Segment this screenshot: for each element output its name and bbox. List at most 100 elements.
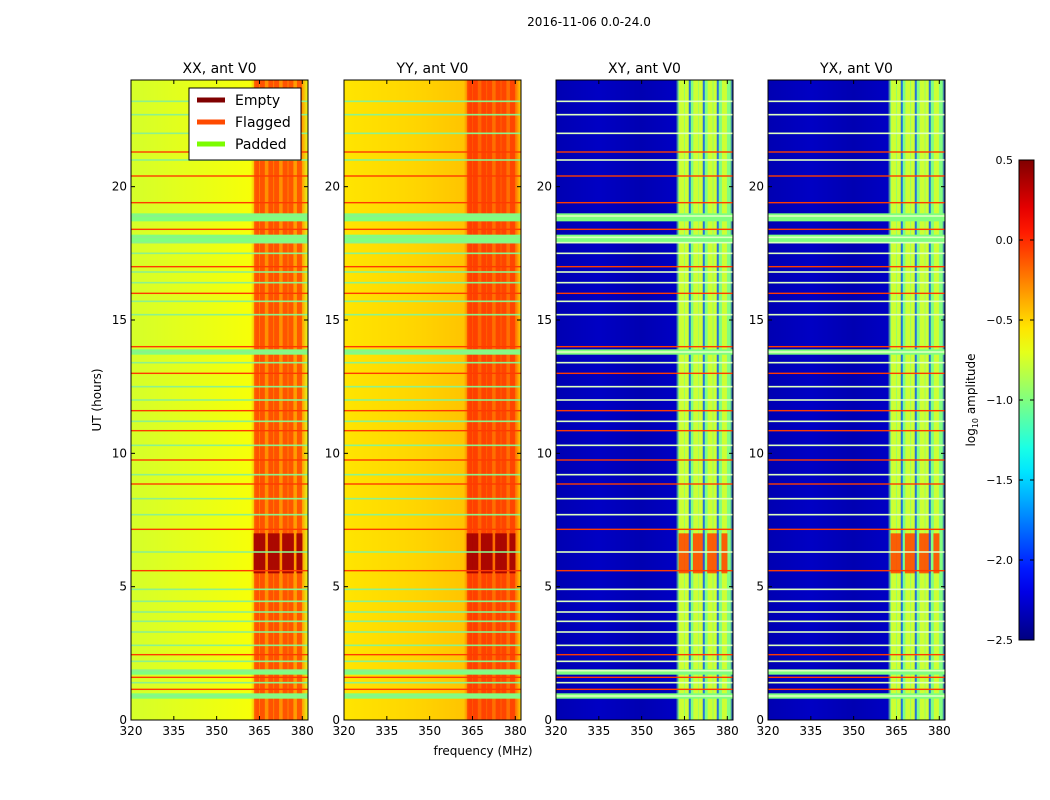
padded-row (131, 361, 308, 364)
figure-suptitle: 2016-11-06 0.0-24.0 (527, 15, 651, 29)
strong-rfi-cell (890, 533, 897, 574)
padded-row (768, 385, 945, 388)
y-tick-label: 15 (749, 313, 764, 327)
padded-row (768, 132, 945, 135)
padded-row (768, 444, 945, 447)
padded-row (768, 497, 945, 500)
flagged-row (768, 175, 945, 177)
colorbar-label: log10 amplitude (964, 354, 980, 447)
padded-band (131, 234, 308, 243)
padded-row (556, 215, 733, 217)
strong-rfi-cell (721, 533, 728, 574)
padded-row (556, 660, 733, 663)
padded-row (344, 611, 521, 613)
padded-row (131, 444, 308, 447)
padded-row (556, 132, 733, 135)
flagged-row (131, 688, 308, 691)
flagged-row (556, 292, 733, 295)
flagged-row (768, 151, 945, 153)
y-tick-label: 15 (537, 313, 552, 327)
padded-row (131, 271, 308, 273)
padded-row (131, 620, 308, 623)
y-tick-label: 20 (112, 180, 127, 194)
flagged-row (556, 569, 733, 572)
flagged-row (556, 409, 733, 412)
padded-row (768, 252, 945, 255)
flagged-row (344, 528, 521, 531)
padded-row (768, 681, 945, 684)
strong-rfi-cell (509, 533, 516, 574)
y-tick-label: 15 (112, 313, 127, 327)
flagged-row (344, 459, 521, 461)
flagged-row (131, 228, 308, 231)
flagged-row (556, 372, 733, 375)
colorbar-tick-label: 0.0 (996, 234, 1014, 247)
x-tick-label: 380 (504, 724, 527, 738)
x-tick-label: 380 (716, 724, 739, 738)
padded-band (556, 234, 733, 243)
x-tick-label: 365 (461, 724, 484, 738)
x-tick-label: 365 (248, 724, 271, 738)
padded-row (556, 695, 733, 697)
padded-row (131, 669, 308, 672)
flagged-row (768, 688, 945, 691)
strong-rfi-cell (296, 533, 303, 574)
colorbar: 0.5 0.0 −0.5 −1.0 −1.5 −2.0 −2.5 log10 amplitud… (964, 154, 1035, 647)
padded-row (556, 313, 733, 316)
flagged-row (344, 483, 521, 485)
padded-row (344, 631, 521, 633)
padded-band (344, 669, 521, 675)
padded-row (768, 669, 945, 672)
padded-row (556, 252, 733, 255)
padded-row (556, 385, 733, 388)
padded-row (344, 300, 521, 303)
padded-row (344, 669, 521, 672)
y-tick-label: 0 (119, 713, 127, 727)
x-tick-label: 350 (630, 724, 653, 738)
padded-row (768, 600, 945, 603)
padded-row (556, 681, 733, 684)
padded-row (344, 252, 521, 255)
flagged-row (556, 175, 733, 177)
legend: Empty Flagged Padded (188, 87, 302, 161)
y-tick-label: 5 (119, 580, 127, 594)
padded-row (131, 241, 308, 244)
padded-row (131, 611, 308, 613)
padded-row (131, 631, 308, 633)
legend-label: Flagged (235, 115, 291, 131)
legend-label: Empty (235, 93, 280, 109)
strong-rfi-cell (466, 533, 473, 574)
padded-row (344, 236, 521, 239)
panel-title: YY, ant V0 (396, 61, 469, 77)
padded-row (768, 271, 945, 273)
padded-row (556, 113, 733, 116)
x-tick-label: 350 (842, 724, 865, 738)
strong-rfi-cell (910, 533, 917, 574)
padded-row (131, 588, 308, 591)
strong-rfi-cell (273, 533, 280, 574)
padded-row (768, 644, 945, 647)
padded-row (344, 513, 521, 516)
padded-band (768, 213, 945, 222)
x-tick-label: 320 (333, 724, 356, 738)
padded-row (344, 271, 521, 273)
flagged-row (768, 292, 945, 295)
padded-row (131, 681, 308, 684)
flagged-row (344, 409, 521, 412)
padded-row (768, 420, 945, 423)
padded-row (344, 281, 521, 284)
x-tick-label: 335 (587, 724, 610, 738)
strong-rfi-cell (259, 533, 266, 574)
padded-row (344, 588, 521, 591)
padded-band (768, 234, 945, 243)
flagged-row (131, 201, 308, 204)
strong-rfi-cell (707, 533, 714, 574)
padded-row (344, 241, 521, 244)
y-tick-label: 0 (544, 713, 552, 727)
padded-row (131, 644, 308, 647)
flagged-row (131, 345, 308, 348)
padded-row (556, 300, 733, 303)
flagged-row (344, 151, 521, 153)
